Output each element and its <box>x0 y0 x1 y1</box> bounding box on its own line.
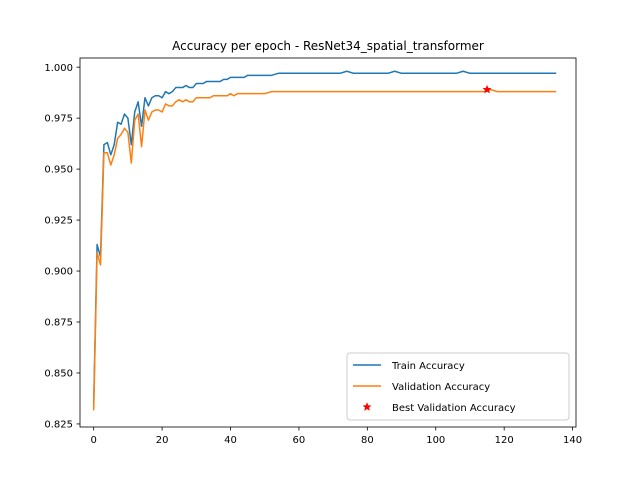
x-tick-label: 140 <box>563 435 582 446</box>
legend-box <box>346 352 570 421</box>
best-validation-marker <box>482 84 492 94</box>
x-tick-label: 0 <box>90 435 96 446</box>
x-tick-label: 20 <box>156 435 169 446</box>
axes-spines <box>79 57 577 428</box>
y-axis-ticks: 0.825 0.850 0.875 0.900 0.925 0.950 0.975 1.000 <box>44 63 80 431</box>
y-tick-label: 0.850 <box>44 369 73 380</box>
series-line-validation <box>92 88 557 411</box>
x-tick-label: 100 <box>426 435 445 446</box>
x-axis-ticks: 0 20 40 60 80 100 120 140 <box>90 427 582 446</box>
y-tick-label: 0.900 <box>44 267 73 278</box>
y-tick-label: 0.950 <box>44 165 73 176</box>
chart-title: Accuracy per epoch - ResNet34_spatial_tr… <box>172 39 484 53</box>
y-tick-label: 0.825 <box>44 420 73 431</box>
y-tick-label: 0.925 <box>44 216 73 227</box>
series-line-train <box>92 70 557 405</box>
legend-label-validation: Validation Accuracy <box>392 382 490 393</box>
y-tick-label: 0.875 <box>44 318 73 329</box>
x-tick-label: 80 <box>361 435 374 446</box>
legend-label-best-validation: Best Validation Accuracy <box>392 403 516 414</box>
x-tick-label: 60 <box>293 435 306 446</box>
x-tick-label: 40 <box>224 435 237 446</box>
y-tick-label: 1.000 <box>44 63 73 74</box>
legend-label-train: Train Accuracy <box>391 361 465 372</box>
x-tick-label: 120 <box>495 435 514 446</box>
legend-swatch-best-validation <box>362 402 372 411</box>
y-tick-label: 0.975 <box>44 114 73 125</box>
plot-content <box>92 70 557 411</box>
legend: Train Accuracy Validation Accuracy Best Va… <box>346 352 570 421</box>
axes-frame <box>79 57 577 428</box>
